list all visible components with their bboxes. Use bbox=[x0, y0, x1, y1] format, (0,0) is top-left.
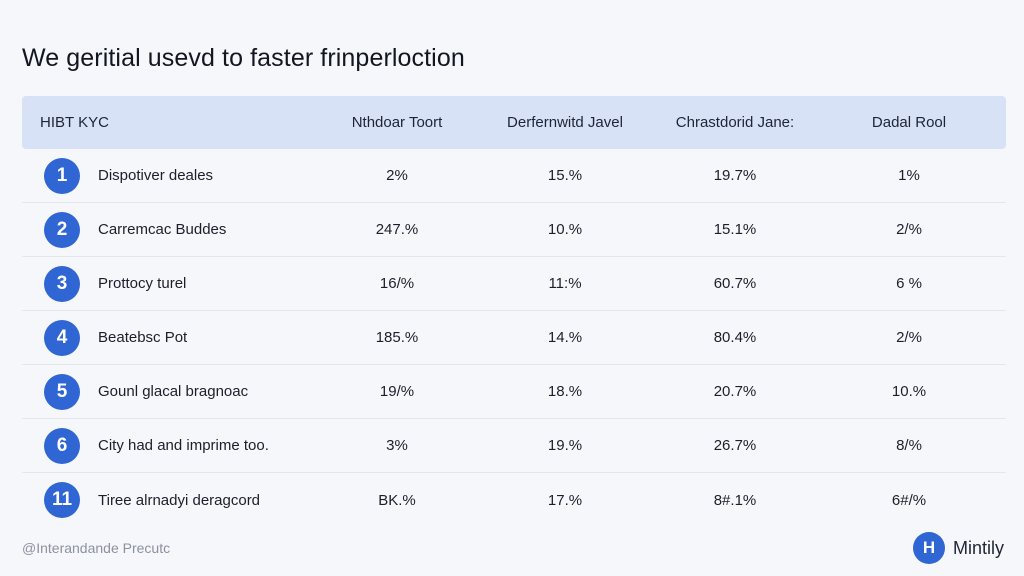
table-cell: 26.7% bbox=[713, 437, 757, 454]
row-number-badge: 5 bbox=[44, 373, 80, 410]
table-cell: 18.% bbox=[547, 383, 583, 400]
footer-credit: @Interandande Precutc bbox=[22, 540, 171, 556]
header-cell: Derfernwitd Javel bbox=[507, 114, 623, 131]
table-cell: 20.7% bbox=[713, 383, 757, 400]
table-cell: 19.7% bbox=[713, 167, 757, 184]
table-cell: 60.7% bbox=[713, 275, 757, 292]
table-row: 4 Beatebsc Pot 185.% 14.% 80.4% 2/% bbox=[22, 311, 1006, 365]
table-cell: 10.% bbox=[891, 383, 927, 400]
table-row: 11 Tiree alrnadyi deragcord BK.% 17.% 8#… bbox=[22, 473, 1006, 527]
brand-icon: H bbox=[912, 532, 945, 564]
row-number-badge: 6 bbox=[44, 427, 80, 464]
table-cell: BK.% bbox=[378, 491, 416, 509]
table-cell: 2/% bbox=[896, 329, 922, 346]
comparison-table: HIBT KYC Nthdoar Toort Derfernwitd Javel… bbox=[22, 96, 1006, 527]
table-cell: 80.4% bbox=[713, 329, 757, 346]
row-number-badge: 1 bbox=[44, 157, 80, 194]
row-number-badge: 3 bbox=[44, 265, 80, 302]
row-number-badge: 11 bbox=[44, 482, 80, 518]
table-cell: 1% bbox=[898, 167, 920, 184]
table-header: HIBT KYC Nthdoar Toort Derfernwitd Javel… bbox=[22, 96, 1006, 149]
row-label: Gounl glacal bragnoac bbox=[98, 383, 249, 400]
row-label: Carremcac Buddes bbox=[98, 221, 227, 238]
table-cell: 15.% bbox=[547, 167, 583, 184]
table-cell: 17.% bbox=[547, 491, 583, 509]
table-cell: 14.% bbox=[547, 329, 583, 346]
table-cell: 8/% bbox=[896, 437, 922, 454]
header-cell: Nthdoar Toort bbox=[351, 114, 443, 131]
table-cell: 10.% bbox=[547, 221, 583, 238]
page-title: We geritial usevd to faster frinperlocti… bbox=[22, 44, 465, 72]
row-number-badge: 2 bbox=[44, 211, 80, 248]
row-label: Beatebsc Pot bbox=[98, 329, 188, 346]
table-cell: 3% bbox=[386, 437, 408, 454]
table-cell: 19/% bbox=[379, 383, 415, 400]
table-cell: 185.% bbox=[375, 329, 419, 346]
table-cell: 11:% bbox=[548, 275, 582, 292]
table-row: 2 Carremcac Buddes 247.% 10.% 15.1% 2/% bbox=[22, 203, 1006, 257]
table-cell: 8#.1% bbox=[713, 491, 757, 509]
table-cell: 6 % bbox=[896, 275, 922, 292]
table-cell: 15.1% bbox=[713, 221, 757, 238]
brand-name: Mintily bbox=[952, 537, 1004, 558]
table-row: 6 City had and imprime too. 3% 19.% 26.7… bbox=[22, 419, 1006, 473]
brand-logo: H Mintily bbox=[912, 532, 1004, 564]
table-cell: 247.% bbox=[375, 221, 419, 238]
header-cell: HIBT KYC bbox=[40, 114, 109, 131]
row-label: Prottocy turel bbox=[98, 275, 187, 292]
table-row: 1 Dispotiver deales 2% 15.% 19.7% 1% bbox=[22, 149, 1006, 203]
table-row: 5 Gounl glacal bragnoac 19/% 18.% 20.7% … bbox=[22, 365, 1006, 419]
header-cell: Dadal Rool bbox=[871, 114, 947, 131]
row-label: Dispotiver deales bbox=[98, 167, 214, 184]
row-label: City had and imprime too. bbox=[98, 437, 269, 454]
row-label: Tiree alrnadyi deragcord bbox=[98, 491, 261, 509]
header-cell: Chrastdorid Jane: bbox=[675, 114, 795, 131]
table-cell: 6#/% bbox=[891, 491, 927, 509]
table-cell: 19.% bbox=[547, 437, 583, 454]
table-cell: 2/% bbox=[896, 221, 922, 238]
table-cell: 2% bbox=[386, 167, 408, 184]
row-number-badge: 4 bbox=[44, 319, 80, 356]
table-row: 3 Prottocy turel 16/% 11:% 60.7% 6 % bbox=[22, 257, 1006, 311]
table-cell: 16/% bbox=[379, 275, 415, 292]
